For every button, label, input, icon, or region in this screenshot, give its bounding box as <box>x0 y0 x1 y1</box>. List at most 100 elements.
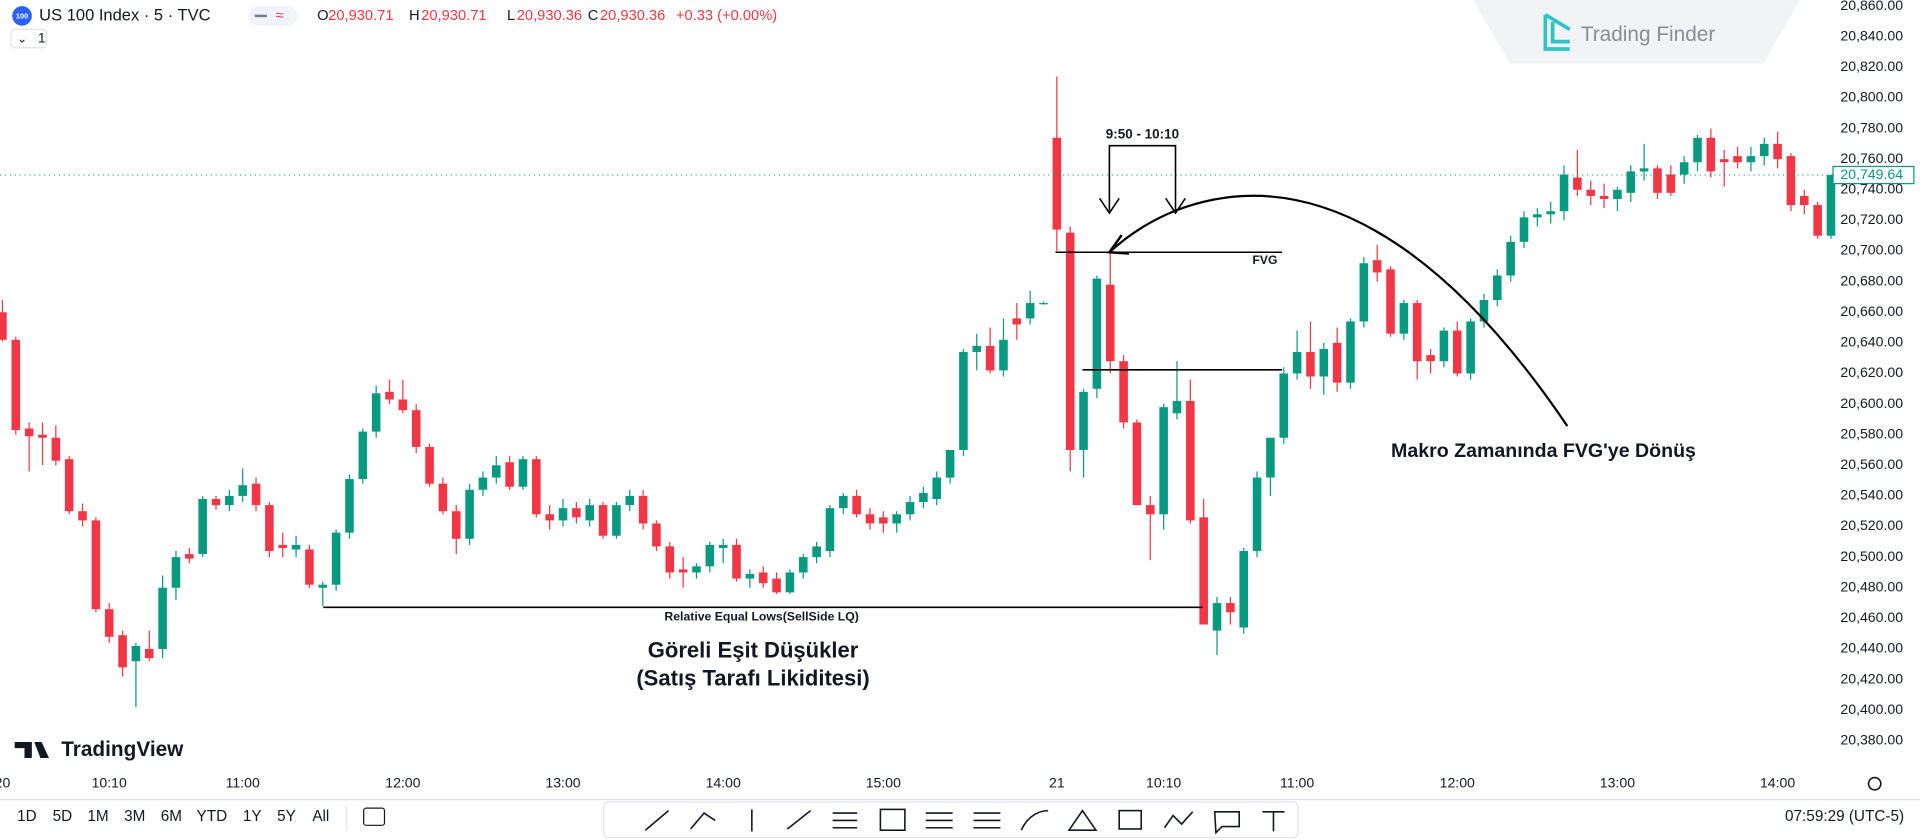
tool-icon[interactable] <box>879 808 906 831</box>
candle-body <box>1479 300 1489 322</box>
candle-body <box>1266 437 1275 478</box>
range-button[interactable]: 6M <box>161 808 182 825</box>
y-tick-label: 20,680.00 <box>1840 272 1903 288</box>
candle-body <box>999 339 1008 371</box>
arrow-head <box>1098 197 1120 215</box>
drawing-tools <box>644 808 1285 835</box>
candle-body <box>1359 263 1369 322</box>
range-buttons: 1D 5D 1M 3M 6M YTD 1Y 5Y All <box>17 808 329 825</box>
tool-icon[interactable] <box>1067 809 1098 831</box>
candle-body <box>959 352 968 450</box>
indicator-pill[interactable] <box>248 6 298 26</box>
candle-body <box>585 505 594 521</box>
tool-icon[interactable] <box>973 812 1001 829</box>
candle-body <box>839 495 848 509</box>
candle-body <box>1519 217 1529 242</box>
tool-icon[interactable] <box>690 812 716 830</box>
settings-icon[interactable] <box>1867 776 1882 791</box>
candle-body <box>211 498 221 506</box>
candle-body <box>64 459 74 512</box>
candle-body <box>158 587 167 649</box>
tool-icon[interactable] <box>1262 811 1285 832</box>
candle-body <box>1826 175 1836 236</box>
tool-icon[interactable] <box>644 810 670 831</box>
candle-body <box>478 477 488 490</box>
candle-body <box>1119 361 1128 423</box>
interval-box[interactable] <box>10 28 48 49</box>
y-tick-label: 20,780.00 <box>1840 119 1903 135</box>
platform-logo <box>14 742 49 758</box>
y-tick-label: 20,700.00 <box>1840 242 1903 258</box>
range-button[interactable]: 1M <box>87 808 108 825</box>
candle-body <box>638 495 648 524</box>
candle-body <box>385 391 394 400</box>
range-button[interactable]: 5D <box>53 808 73 825</box>
candle-body <box>1786 156 1796 206</box>
range-button[interactable]: 1Y <box>243 808 262 825</box>
tool-icon[interactable] <box>1213 811 1240 835</box>
symbol-badge <box>12 6 32 26</box>
y-tick-label: 20,640.00 <box>1840 334 1903 350</box>
candle-body <box>278 544 288 548</box>
candle-body <box>1226 603 1235 613</box>
candle-body <box>1452 330 1462 374</box>
tool-icon[interactable] <box>1163 811 1194 829</box>
candle-body <box>1199 517 1208 625</box>
range-button[interactable]: YTD <box>197 808 228 825</box>
candle-body <box>438 483 448 512</box>
candle-body <box>371 393 381 432</box>
candle-body <box>879 517 888 524</box>
tool-icon[interactable] <box>1118 809 1143 830</box>
candle-body <box>1186 401 1195 521</box>
range-button[interactable]: 1D <box>17 808 37 825</box>
candle-body <box>51 437 61 461</box>
y-tick-label: 20,400.00 <box>1840 701 1903 717</box>
candle-body <box>705 544 715 567</box>
y-tick-label: 20,440.00 <box>1840 640 1903 656</box>
y-tick-label: 20,520.00 <box>1840 517 1903 533</box>
range-button[interactable]: 5Y <box>277 808 296 825</box>
candle-body <box>532 459 541 515</box>
candle-body <box>1546 211 1555 215</box>
candle-body <box>1079 391 1088 450</box>
y-tick-label: 20,740.00 <box>1840 181 1903 197</box>
candle-body <box>238 485 247 496</box>
candle-body <box>345 479 354 533</box>
tool-icon[interactable] <box>1020 809 1049 831</box>
date-range-icon[interactable] <box>363 807 386 826</box>
candle-body <box>1426 355 1435 362</box>
tool-icon[interactable] <box>786 809 812 830</box>
candle-body <box>465 489 474 539</box>
candle-body <box>1719 159 1729 163</box>
candle-body <box>11 339 21 431</box>
x-tick-label: 10:10 <box>92 774 127 790</box>
range-button[interactable]: All <box>312 808 329 825</box>
candle-body <box>1800 195 1809 206</box>
x-tick-label: 21 <box>1049 774 1065 790</box>
candle-body <box>1599 195 1609 199</box>
tool-icon[interactable] <box>832 812 858 829</box>
candle-body <box>0 312 7 340</box>
candle-body <box>1279 373 1289 438</box>
candle-body <box>1639 168 1649 172</box>
candle-body <box>985 345 995 371</box>
candle-body <box>1813 205 1822 236</box>
candle-body <box>118 635 127 668</box>
candle-body <box>732 544 741 579</box>
x-tick-label: 12:00 <box>1440 774 1475 790</box>
tool-icon[interactable] <box>925 812 953 829</box>
arrow-head <box>1165 197 1186 215</box>
interval-arrow: ⌄ <box>17 31 27 45</box>
candle-body <box>852 495 861 515</box>
y-tick-label: 20,460.00 <box>1840 609 1903 625</box>
last-price-label: 20,749.64 <box>1840 166 1903 182</box>
y-tick-label: 20,380.00 <box>1840 732 1903 748</box>
range-button[interactable]: 3M <box>124 808 145 825</box>
candle-body <box>1132 422 1142 506</box>
x-tick-label: 14:00 <box>1760 774 1795 790</box>
candle-body <box>144 648 154 659</box>
ohlc-value: 20,930.36 <box>600 8 665 24</box>
candle-body <box>78 511 87 521</box>
candle-body <box>1466 321 1475 374</box>
candle-body <box>572 508 581 518</box>
